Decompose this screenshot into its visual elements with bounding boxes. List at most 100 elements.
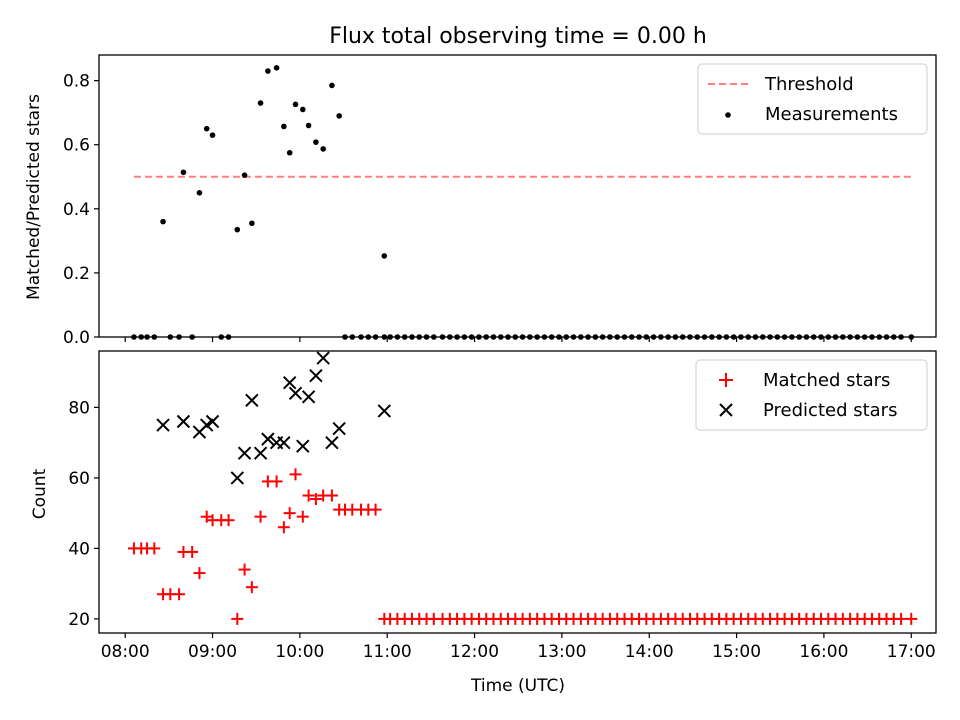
- matched-star-point: [254, 510, 267, 523]
- matched-star-point: [309, 493, 322, 506]
- matched-star-point: [238, 563, 251, 576]
- predicted-star-point: [156, 418, 170, 432]
- measurement-point: [381, 253, 388, 259]
- predicted-star-point: [237, 446, 252, 460]
- predicted-star-point: [325, 435, 339, 450]
- x-axis-label: Time (UTC): [470, 676, 565, 696]
- matched-star-point: [245, 581, 258, 594]
- top-legend: Threshold Measurements: [697, 63, 928, 135]
- matched-star-point: [231, 612, 244, 625]
- legend-measurements-label: Measurements: [765, 104, 898, 125]
- predicted-star-point: [176, 414, 191, 429]
- top-panel: 0.00.20.40.60.8 Matched/Predicted stars …: [24, 54, 937, 348]
- x-tick-label: 15:00: [712, 642, 761, 662]
- measurement-point: [180, 169, 187, 176]
- predicted-star-point: [253, 446, 268, 460]
- matched-star-point: [296, 510, 309, 523]
- measurement-point: [241, 172, 248, 178]
- bottom-legend-box: [695, 359, 928, 431]
- x-tick-label: 10:00: [275, 642, 324, 662]
- matched-star-point: [193, 567, 206, 580]
- predicted-star-point: [261, 432, 275, 446]
- predicted-star-point: [282, 376, 297, 390]
- predicted-star-point: [296, 439, 310, 453]
- measurement-point: [196, 189, 203, 196]
- measurement-point: [329, 82, 335, 89]
- x-tick-label: 11:00: [363, 642, 412, 662]
- measurement-point: [313, 139, 319, 145]
- bottom-panel: 20 40 60 80 08:00 09:00 10:00 11:00 12:00 13:00 1…: [30, 350, 937, 696]
- measurement-point: [305, 122, 312, 129]
- top-y-ticks: 0.0 0.2 0.4 0.6 0.8: [63, 72, 99, 348]
- legend-matched-swatch: [719, 373, 733, 387]
- matched-star-point: [895, 612, 908, 625]
- y-tick-label: 0.4: [63, 200, 90, 220]
- measurement-point: [273, 65, 280, 71]
- matched-star-point: [905, 612, 918, 625]
- matched-star-point: [369, 503, 382, 516]
- measurement-point: [203, 125, 210, 132]
- measurement-point: [265, 68, 271, 74]
- measurement-point: [249, 220, 255, 227]
- measurement-point: [286, 149, 293, 156]
- matched-star-point: [289, 468, 302, 481]
- measurement-point: [299, 106, 306, 113]
- top-frame: [98, 54, 937, 338]
- x-tick-label: 09:00: [188, 642, 237, 662]
- matched-star-point: [277, 521, 290, 534]
- bottom-y-ticks: 20 40 60 80: [68, 398, 99, 630]
- matched-star-point: [283, 507, 296, 520]
- matched-star-point: [173, 588, 186, 601]
- y-tick-label: 60: [68, 469, 90, 489]
- matched-star-point: [270, 475, 283, 488]
- y-tick-label: 0.6: [63, 136, 90, 156]
- bottom-y-axis-label: Count: [30, 468, 50, 519]
- y-tick-label: 0.2: [63, 264, 90, 284]
- matched-star-point: [148, 542, 161, 555]
- predicted-star-point: [301, 390, 316, 404]
- x-tick-label: 13:00: [537, 642, 586, 662]
- measurement-point: [336, 113, 342, 119]
- measurement-point: [320, 146, 326, 152]
- chart-title: Flux total observing time = 0.00 h: [329, 24, 707, 49]
- measurement-point: [160, 218, 166, 225]
- predicted-star-point: [309, 368, 323, 383]
- predicted-star-point: [316, 351, 330, 365]
- y-tick-label: 0.8: [63, 72, 90, 92]
- predicted-star-point: [288, 386, 303, 401]
- legend-matched-label: Matched stars: [763, 370, 890, 391]
- bottom-x-ticks: 08:00 09:00 10:00 11:00 12:00 13:00 14:00 15:00…: [101, 633, 936, 662]
- bottom-frame: [98, 350, 937, 634]
- x-tick-label: 08:00: [101, 642, 150, 662]
- y-tick-label: 20: [68, 610, 90, 630]
- matched-star-point: [186, 545, 199, 558]
- x-tick-label: 14:00: [625, 642, 674, 662]
- measurement-point: [257, 100, 264, 106]
- measurement-point: [281, 123, 287, 130]
- y-tick-label: 0.0: [63, 328, 90, 348]
- measurement-point: [234, 226, 241, 233]
- x-tick-label: 12:00: [450, 642, 499, 662]
- x-tick-label: 17:00: [887, 642, 936, 662]
- predicted-star-point: [332, 421, 346, 436]
- matched-star-point: [325, 489, 338, 502]
- bottom-plot-layer: [127, 351, 918, 625]
- x-tick-label: 16:00: [799, 642, 848, 662]
- measurement-point: [209, 132, 216, 138]
- bottom-legend: Matched stars Predicted stars: [695, 359, 928, 431]
- legend-predicted-swatch: [719, 403, 733, 417]
- predicted-star-point: [205, 414, 220, 429]
- y-tick-label: 80: [68, 398, 90, 418]
- predicted-star-point: [245, 393, 259, 408]
- legend-measurements-swatch: [725, 112, 731, 118]
- matched-star-point: [302, 489, 315, 502]
- top-legend-box: [697, 63, 928, 135]
- top-y-axis-label: Matched/Predicted stars: [24, 94, 44, 300]
- y-tick-label: 40: [68, 539, 90, 559]
- measurement-point: [292, 101, 299, 108]
- predicted-star-point: [377, 404, 392, 418]
- legend-threshold-label: Threshold: [764, 74, 854, 95]
- matched-star-point: [222, 514, 235, 527]
- predicted-star-point: [230, 471, 244, 485]
